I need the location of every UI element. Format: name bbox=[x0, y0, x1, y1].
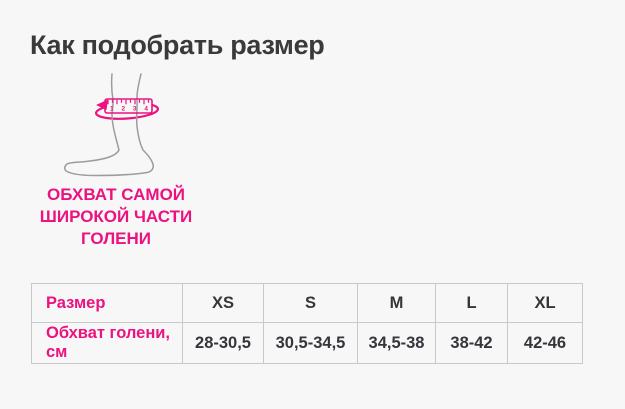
size-col-xl: XL bbox=[507, 283, 583, 323]
size-table: Размер XS S M L XL Обхват голени, см 28-… bbox=[31, 283, 583, 364]
measure-caption-line: ОБХВАТ САМОЙ bbox=[46, 185, 186, 204]
measure-caption: ОБХВАТ САМОЙ ШИРОКОЙ ЧАСТИ ГОЛЕНИ bbox=[28, 184, 204, 250]
measure-caption-line: ШИРОКОЙ ЧАСТИ bbox=[39, 207, 193, 226]
table-header-size: Размер bbox=[31, 283, 183, 323]
value-xs: 28-30,5 bbox=[182, 322, 264, 364]
measure-caption-line: ГОЛЕНИ bbox=[81, 229, 151, 248]
leg-outline bbox=[64, 73, 154, 177]
size-col-m: M bbox=[357, 283, 436, 323]
table-row-circumference: Обхват голени, см 28-30,5 30,5-34,5 34,5… bbox=[31, 322, 583, 364]
size-col-s: S bbox=[263, 283, 358, 323]
row-label-circumference: Обхват голени, см bbox=[31, 322, 183, 364]
leg-with-measuring-tape-icon: 1 2 3 4 bbox=[64, 73, 160, 177]
value-s: 30,5-34,5 bbox=[263, 322, 358, 364]
page-title: Как подобрать размер bbox=[30, 30, 325, 61]
table-header-row: Размер XS S M L XL bbox=[31, 283, 583, 323]
size-col-l: L bbox=[435, 283, 508, 323]
tape-ticks bbox=[107, 99, 150, 105]
size-col-xs: XS bbox=[182, 283, 264, 323]
value-xl: 42-46 bbox=[507, 322, 583, 364]
tape-numbers: 1 2 3 4 bbox=[110, 106, 148, 113]
value-m: 34,5-38 bbox=[357, 322, 436, 364]
value-l: 38-42 bbox=[435, 322, 508, 364]
tape-arrowhead-icon bbox=[96, 99, 108, 110]
